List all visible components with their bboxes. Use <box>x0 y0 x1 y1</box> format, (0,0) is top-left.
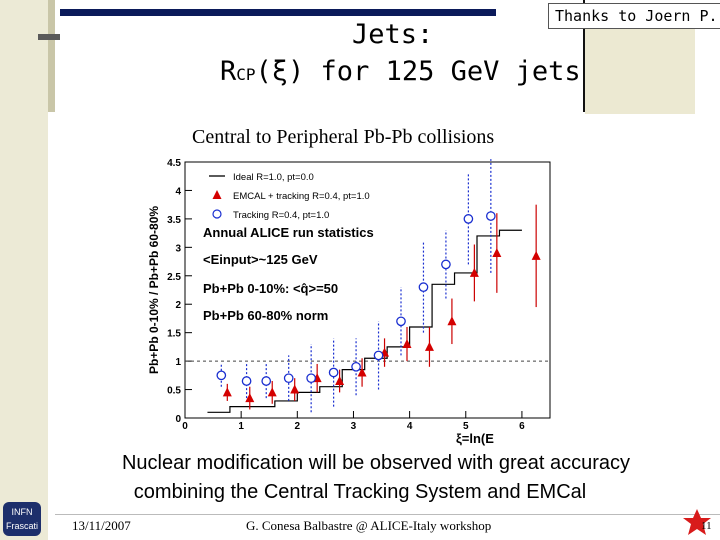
x-tick-label: 0 <box>182 421 188 432</box>
tracking-point <box>241 376 252 386</box>
annotation-run-stats: Annual ALICE run statistics <box>203 225 374 240</box>
page-number: 11 <box>701 520 712 532</box>
footer-author: G. Conesa Balbastre @ ALICE-Italy worksh… <box>246 518 492 533</box>
chart-title: Central to Peripheral Pb-Pb collisions <box>192 126 495 148</box>
y-tick-label: 0.5 <box>167 386 181 397</box>
y-tick-label: 0 <box>175 414 181 425</box>
chart-marks <box>207 159 541 413</box>
logo-text-2: Frascati <box>5 521 38 531</box>
title-rest: (ξ) for 125 GeV jets <box>255 56 581 87</box>
rcp-chart: 0 1 2 3 4 5 6 0 0.5 1 1.5 2 2.5 3 3.5 4 4.5 Ideal R=1.0, … <box>147 158 551 446</box>
emcal-point <box>492 248 502 258</box>
title-subscript: CP <box>236 65 256 84</box>
plot-frame <box>184 161 551 419</box>
thanks-note: Thanks to Joern P. <box>548 3 720 29</box>
tracking-point <box>283 373 294 384</box>
emcal-point <box>402 339 412 349</box>
x-tick-label: 6 <box>519 421 525 432</box>
y-tick-label: 4.5 <box>167 158 181 169</box>
x-tick-label: 1 <box>238 421 244 432</box>
legend-triangle-marker <box>212 190 222 199</box>
emcal-point <box>290 384 300 394</box>
y-tick-label: 4 <box>175 186 181 197</box>
chart-text: 0 1 2 3 4 5 6 0 0.5 1 1.5 2 2.5 3 3.5 4 4.5 Ideal R=1.0, … <box>147 158 525 446</box>
legend-label-emcal: EMCAL + tracking R=0.4, pt=1.0 <box>233 191 370 202</box>
tracking-point <box>373 350 384 361</box>
page-number-badge: 11 <box>683 509 712 535</box>
y-tick-label: 2.5 <box>167 272 181 283</box>
emcal-point <box>245 393 255 403</box>
y-tick-label: 1 <box>175 357 181 368</box>
y-axis-title: Pb+Pb 0-10% / Pb+Pb 60-80% <box>147 206 161 374</box>
ideal-step-line <box>207 229 522 413</box>
tracking-point <box>261 376 272 386</box>
emcal-point <box>447 316 457 326</box>
bottom-rule <box>55 514 720 515</box>
legend-label-tracking: Tracking R=0.4, pt=1.0 <box>233 210 329 221</box>
left-decor-bar-dark <box>48 0 55 112</box>
x-tick-label: 5 <box>463 421 469 432</box>
legend-label-ideal: Ideal R=1.0, pt=0.0 <box>233 172 314 183</box>
top-rule <box>60 9 496 16</box>
tracking-point <box>396 316 406 327</box>
tracking-point <box>441 259 451 270</box>
emcal-point <box>424 341 434 351</box>
annotation-central: Pb+Pb 0-10%: <q̂>=50 <box>203 281 338 296</box>
x-tick-label: 4 <box>407 421 413 432</box>
emcal-point <box>357 367 367 377</box>
caption-line-2: combining the Central Tracking System an… <box>133 481 587 503</box>
caption-line-1: Nuclear modification will be observed wi… <box>121 452 630 474</box>
emcal-point <box>469 267 479 277</box>
y-tick-label: 2 <box>175 300 181 311</box>
x-tick-label: 2 <box>295 421 301 432</box>
emcal-point <box>335 376 345 386</box>
tracking-point <box>306 373 317 384</box>
title-r: R <box>220 56 237 87</box>
tracking-point <box>216 370 227 381</box>
y-tick-label: 1.5 <box>167 329 181 340</box>
chart-frame <box>184 161 551 419</box>
footer-date: 13/11/2007 <box>72 518 131 533</box>
emcal-point <box>531 250 541 260</box>
infn-logo: INFN Frascati <box>3 502 41 536</box>
slide-title-line2: RCP(ξ) for 125 GeV jets <box>220 56 581 87</box>
tracking-point <box>463 214 474 224</box>
y-tick-label: 3 <box>175 243 181 254</box>
tracking-point <box>328 367 339 378</box>
star-icon <box>683 509 711 535</box>
top-rule-accent <box>38 34 60 40</box>
logo-text-1: INFN <box>11 507 33 517</box>
tracking-point <box>351 361 361 372</box>
emcal-point <box>222 387 232 397</box>
annotation-peripheral: Pb+Pb 60-80% norm <box>203 308 328 323</box>
x-axis-title: ξ=ln(E <box>456 431 494 446</box>
annotation-energy: <Einput>~125 GeV <box>203 252 318 267</box>
vertical-rule <box>583 0 585 112</box>
y-tick-label: 3.5 <box>167 215 181 226</box>
left-decor-bar <box>0 0 48 540</box>
tracking-point <box>418 282 429 293</box>
x-tick-label: 3 <box>351 421 357 432</box>
emcal-point <box>267 387 277 397</box>
slide-title-line1: Jets: <box>352 19 434 50</box>
tracking-point <box>485 211 496 221</box>
legend-circle-marker <box>212 209 222 219</box>
